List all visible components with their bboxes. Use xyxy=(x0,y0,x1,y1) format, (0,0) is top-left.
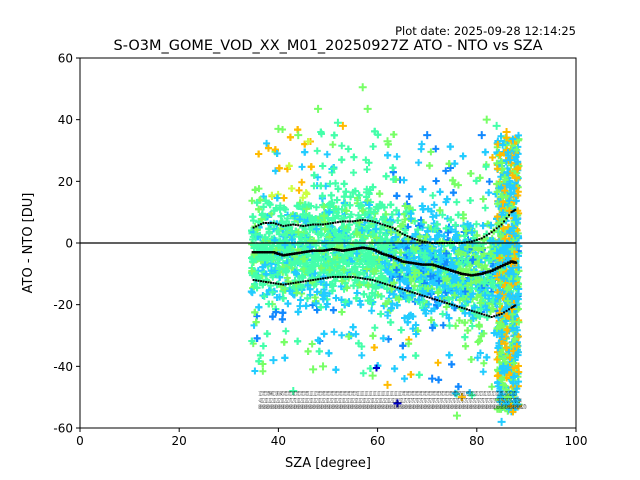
data-point xyxy=(432,212,440,220)
data-point xyxy=(296,302,304,310)
data-point xyxy=(323,150,331,158)
data-point xyxy=(451,389,459,397)
data-point xyxy=(253,312,261,320)
data-point xyxy=(365,159,373,167)
data-point xyxy=(474,354,482,362)
data-point xyxy=(377,269,385,277)
data-point xyxy=(310,182,318,190)
data-point xyxy=(251,367,259,375)
data-point xyxy=(295,186,303,194)
data-point xyxy=(476,349,484,357)
data-point xyxy=(429,213,437,221)
data-point xyxy=(415,159,423,167)
data-point xyxy=(480,359,488,367)
data-point xyxy=(312,203,320,211)
data-point xyxy=(338,142,346,150)
data-point xyxy=(329,141,337,149)
data-point xyxy=(393,153,401,161)
data-point xyxy=(350,169,358,177)
data-point xyxy=(277,213,285,221)
scatter-points xyxy=(247,83,523,426)
data-point xyxy=(439,310,447,318)
data-point xyxy=(417,145,425,153)
data-point xyxy=(308,340,316,348)
data-point xyxy=(330,328,338,336)
plot-date: Plot date: 2025-09-28 12:14:25 xyxy=(395,24,576,38)
data-point xyxy=(359,369,367,377)
data-point xyxy=(263,139,271,147)
data-point xyxy=(338,331,346,339)
data-point xyxy=(412,321,420,329)
data-point xyxy=(454,181,462,189)
data-point xyxy=(488,383,496,391)
data-point xyxy=(486,243,494,251)
data-point xyxy=(368,307,376,315)
data-point xyxy=(260,292,268,300)
data-point xyxy=(298,163,306,171)
data-point xyxy=(371,324,379,332)
data-point xyxy=(260,193,268,201)
data-point xyxy=(488,153,496,161)
data-point xyxy=(434,359,442,367)
data-point xyxy=(427,148,435,156)
data-point xyxy=(358,351,366,359)
data-point xyxy=(409,325,417,333)
data-point xyxy=(430,201,438,209)
data-point xyxy=(248,197,256,205)
data-point xyxy=(352,330,360,338)
data-point xyxy=(298,178,306,186)
plot-area: 1133333368613161845333333313333333333311… xyxy=(247,83,526,426)
data-point xyxy=(442,167,450,175)
data-point xyxy=(432,145,440,153)
data-point xyxy=(468,322,476,330)
data-point xyxy=(282,327,290,335)
data-point xyxy=(386,289,394,297)
data-point xyxy=(485,178,493,186)
data-point xyxy=(479,368,487,376)
data-point xyxy=(452,322,460,330)
data-point xyxy=(438,211,446,219)
data-point xyxy=(313,147,321,155)
data-point xyxy=(255,185,263,193)
data-point xyxy=(384,312,392,320)
data-point xyxy=(259,367,267,375)
data-point xyxy=(453,198,461,206)
data-point xyxy=(439,321,447,329)
data-point xyxy=(405,193,413,201)
data-point xyxy=(472,220,480,228)
data-point xyxy=(364,197,372,205)
data-point xyxy=(299,194,307,202)
data-point xyxy=(363,166,371,174)
data-point xyxy=(473,231,481,239)
data-point xyxy=(481,204,489,212)
data-point xyxy=(400,176,408,184)
data-point xyxy=(433,231,441,239)
chart-title: S-O3M_GOME_VOD_XX_M01_20250927Z ATO - NT… xyxy=(113,38,542,54)
data-point xyxy=(429,192,437,200)
